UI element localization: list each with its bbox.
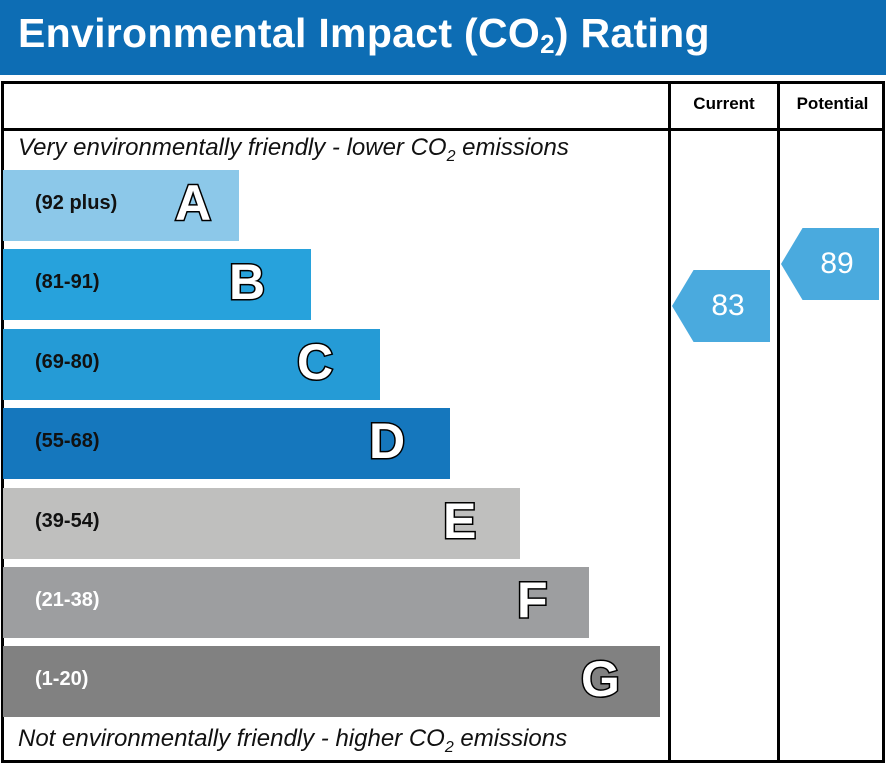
band-letter: A (173, 174, 212, 233)
band-letter: B (227, 253, 266, 312)
band-bar-d: (55-68) D (3, 408, 450, 479)
potential-rating-value: 89 (820, 247, 854, 280)
band-range: (39-54) (35, 510, 100, 532)
bottom-note-end: emissions (453, 725, 568, 752)
title-subscript: 2 (540, 29, 555, 59)
band-range: (69-80) (35, 351, 100, 373)
column-divider (668, 84, 671, 760)
chart-title: Environmental Impact (CO2) Rating (0, 0, 886, 75)
bottom-note-sub: 2 (444, 738, 454, 756)
band-bar-a: (92 plus) A (3, 170, 239, 241)
band-range: (92 plus) (35, 192, 118, 214)
band-range: (1-20) (35, 668, 89, 690)
band-range: (21-38) (35, 589, 100, 611)
header-divider (4, 128, 882, 131)
bottom-note: Not environmentally friendly - higher CO… (18, 725, 567, 757)
band-bar-c: (69-80) C (3, 329, 380, 400)
band-letter: E (441, 492, 477, 551)
potential-header: Potential (796, 94, 869, 113)
band-letter: G (580, 650, 622, 709)
top-note-sub: 2 (446, 147, 456, 165)
band-bar-g: (1-20) G (3, 646, 660, 717)
top-note-end: emissions (455, 134, 569, 161)
band-letter: D (367, 412, 406, 471)
current-rating-arrow: 83 (672, 270, 770, 342)
title-text-end: ) Rating (554, 10, 710, 56)
band-letter: F (516, 571, 550, 630)
band-bar-e: (39-54) E (3, 488, 520, 559)
current-header: Current (693, 94, 755, 113)
title-text: Environmental Impact (CO (18, 10, 541, 56)
band-bar-f: (21-38) F (3, 567, 589, 638)
top-note: Very environmentally friendly - lower CO… (18, 134, 569, 166)
rating-table: Current Potential (1, 81, 885, 763)
band-range: (81-91) (35, 271, 100, 293)
bottom-note-text: Not environmentally friendly - higher CO (18, 725, 445, 752)
top-note-text: Very environmentally friendly - lower CO (18, 134, 447, 161)
column-divider (777, 84, 780, 760)
current-rating-value: 83 (711, 289, 745, 322)
band-range: (55-68) (35, 430, 100, 452)
band-letter: C (295, 333, 334, 392)
band-bar-b: (81-91) B (3, 249, 311, 320)
potential-rating-arrow: 89 (781, 228, 879, 300)
